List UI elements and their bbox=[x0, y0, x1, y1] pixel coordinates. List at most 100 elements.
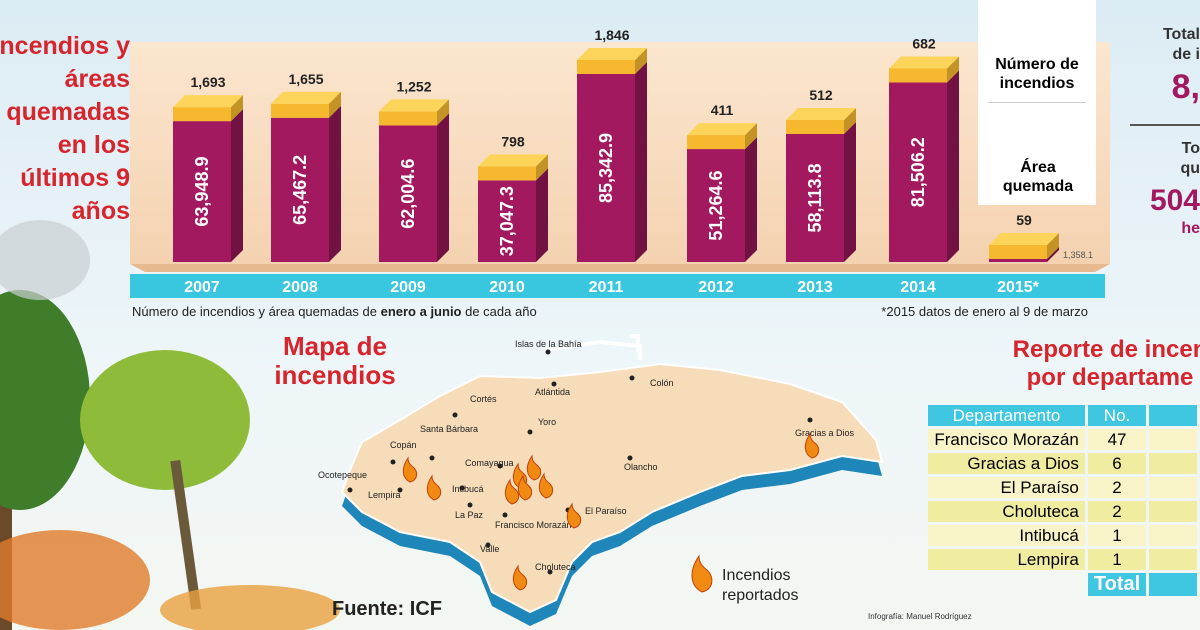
table-row: Departamento No. bbox=[928, 405, 1197, 426]
fires-label: 1,252 bbox=[396, 78, 431, 94]
fires-label: 1,655 bbox=[288, 71, 323, 87]
x-tick-label: 2015* bbox=[997, 279, 1040, 296]
fires-cap-top bbox=[786, 107, 856, 120]
fires-cap-side bbox=[231, 95, 243, 122]
table-cell bbox=[1149, 501, 1197, 522]
chart-floor bbox=[130, 264, 1110, 272]
area-label: 65,467.2 bbox=[290, 155, 310, 225]
total-divider bbox=[1130, 124, 1200, 126]
fires-label: 682 bbox=[912, 35, 936, 51]
chart-title: Incendios y áreas quemadas en los último… bbox=[0, 32, 130, 225]
map-place: Cortés bbox=[470, 394, 497, 404]
map-dot bbox=[347, 487, 353, 493]
table-cell: 2 bbox=[1087, 477, 1147, 498]
fire-icon bbox=[804, 432, 820, 459]
legend-divider bbox=[988, 102, 1086, 103]
area-label: 51,264.6 bbox=[706, 170, 726, 240]
area-bar-side bbox=[231, 109, 243, 262]
fires-cap bbox=[577, 60, 635, 74]
chart-note-part: enero a junio bbox=[381, 304, 462, 319]
map-legend: Incendios reportados bbox=[722, 567, 799, 604]
map-dot bbox=[485, 542, 491, 548]
total-label: de i bbox=[1172, 46, 1200, 63]
map-place: Yoro bbox=[538, 417, 556, 427]
total-label: qu bbox=[1180, 160, 1200, 177]
trees bbox=[0, 220, 340, 630]
map-honduras bbox=[340, 362, 884, 614]
fire-icon bbox=[691, 554, 713, 593]
area-label: 58,113.8 bbox=[805, 163, 825, 232]
table-cell bbox=[1149, 477, 1197, 498]
fires-label: 1,693 bbox=[190, 74, 225, 90]
table-cell: 6 bbox=[1087, 453, 1147, 474]
table-cell: 47 bbox=[1087, 429, 1147, 450]
map-place: Copán bbox=[390, 440, 417, 450]
fires-cap bbox=[173, 107, 231, 122]
map-dot bbox=[502, 512, 508, 518]
area-bar-side bbox=[437, 113, 449, 262]
table-cell: Gracias a Dios bbox=[928, 453, 1085, 474]
map-place: Gracias a Dios bbox=[795, 428, 855, 438]
area-bar bbox=[271, 117, 329, 262]
fires-cap bbox=[989, 245, 1047, 260]
fires-cap-top bbox=[379, 99, 449, 112]
area-bar-side bbox=[536, 168, 548, 262]
area-bar bbox=[173, 121, 231, 262]
table-row: Intibucá 1 bbox=[928, 525, 1197, 546]
total-label: Total bbox=[1162, 26, 1200, 43]
area-bar bbox=[989, 259, 1047, 262]
fires-label: 512 bbox=[809, 87, 833, 103]
area-bar bbox=[577, 74, 635, 262]
table-cell bbox=[928, 573, 1085, 596]
table-cell: Departamento bbox=[928, 405, 1085, 426]
fires-cap bbox=[379, 111, 437, 126]
x-tick-label: 2010 bbox=[489, 279, 525, 296]
chart-footnote: *2015 datos de enero al 9 de marzo bbox=[881, 304, 1088, 319]
area-bar-side bbox=[1047, 247, 1059, 262]
area-label: 1,358.1 bbox=[1063, 250, 1093, 260]
source: Fuente: ICF bbox=[332, 598, 442, 620]
map-dot bbox=[467, 502, 473, 508]
x-tick-label: 2007 bbox=[184, 279, 220, 296]
fires-cap bbox=[271, 103, 329, 118]
table-cell: Intibucá bbox=[928, 525, 1085, 546]
totals: Total de i 8, To qu 504 he bbox=[1110, 20, 1200, 320]
fires-cap-top bbox=[173, 95, 243, 108]
map-place: La Paz bbox=[455, 510, 484, 520]
map-islands bbox=[544, 334, 642, 360]
fires-cap-side bbox=[635, 48, 647, 74]
map-place: Islas de la Bahía bbox=[515, 339, 582, 349]
chart-note: Número de incendios y área quemadas de e… bbox=[132, 304, 537, 319]
x-tick-label: 2013 bbox=[797, 279, 833, 296]
map-dot bbox=[459, 485, 465, 491]
fires-cap-top bbox=[271, 91, 341, 104]
table-row: El Paraíso 2 bbox=[928, 477, 1197, 498]
area-bar bbox=[889, 82, 947, 262]
fire-icon bbox=[526, 454, 542, 481]
fires-label: 1,846 bbox=[594, 27, 629, 43]
fires-cap-top bbox=[687, 123, 757, 136]
table-cell: 2 bbox=[1087, 501, 1147, 522]
fires-cap bbox=[478, 166, 536, 181]
table-row: Gracias a Dios 6 bbox=[928, 453, 1197, 474]
map-dot bbox=[497, 463, 503, 469]
fires-cap-side bbox=[329, 91, 341, 118]
table-cell bbox=[1149, 405, 1197, 426]
map-place: Santa Bárbara bbox=[420, 424, 478, 434]
x-tick-label: 2008 bbox=[282, 279, 318, 296]
map-place: Francisco Morazán bbox=[495, 520, 572, 530]
fires-cap bbox=[889, 68, 947, 83]
area-bar bbox=[478, 180, 536, 262]
map-dot bbox=[397, 487, 403, 493]
area-bar bbox=[687, 149, 745, 262]
map-dot bbox=[547, 569, 553, 575]
table-title-line: Reporte de incen bbox=[1012, 336, 1200, 363]
map-place: Olancho bbox=[624, 462, 658, 472]
year-band bbox=[130, 274, 1105, 298]
area-label: 85,342.9 bbox=[596, 133, 616, 203]
table-row: Total bbox=[928, 573, 1197, 596]
map-place: Atlántida bbox=[535, 387, 570, 397]
chart-note-part: de cada año bbox=[462, 304, 537, 319]
